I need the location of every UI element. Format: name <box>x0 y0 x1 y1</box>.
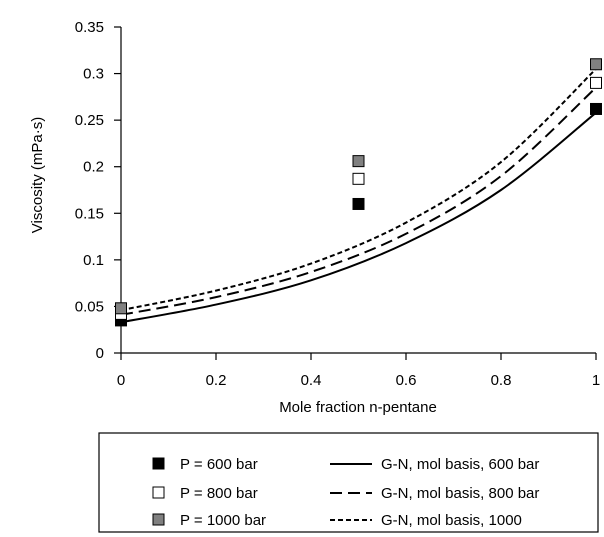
x-ticks: 0 0.2 0.4 0.6 0.8 1 <box>117 353 600 389</box>
data-point <box>352 172 365 185</box>
y-tick-label: 0.15 <box>75 205 104 222</box>
legend: P = 600 bar P = 800 bar P = 1000 bar G-N, m… <box>98 432 599 533</box>
series-line <box>120 111 597 324</box>
x-tick-label: 0.4 <box>301 372 322 389</box>
y-ticks: 0 0.05 0.1 0.15 0.2 0.25 0.3 0.35 <box>75 19 121 362</box>
legend-label: G-N, mol basis, 600 bar <box>381 456 539 473</box>
legend-label: P = 600 bar <box>180 456 258 473</box>
data-point <box>590 76 602 89</box>
y-tick-label: 0.3 <box>83 66 104 83</box>
legend-marker <box>152 513 165 526</box>
data-point <box>352 155 365 168</box>
y-tick-label: 0.35 <box>75 19 104 36</box>
x-tick-label: 0.6 <box>396 372 417 389</box>
legend-label: P = 800 bar <box>180 485 258 502</box>
legend-label: G-N, mol basis, 1000 <box>381 512 522 529</box>
plot-lines <box>120 68 597 324</box>
legend-marker <box>152 457 165 470</box>
x-tick-label: 0 <box>117 372 125 389</box>
legend-items: P = 600 bar P = 800 bar P = 1000 bar G-N, m… <box>152 456 539 529</box>
data-point <box>590 58 602 71</box>
data-point <box>115 302 127 315</box>
x-tick-label: 1 <box>592 372 600 389</box>
axes: 0 0.05 0.1 0.15 0.2 0.25 0.3 0.35 0 0.2 0.4 0.6 0.8… <box>29 19 600 416</box>
legend-label: G-N, mol basis, 800 bar <box>381 485 539 502</box>
y-tick-label: 0 <box>96 345 104 362</box>
y-tick-label: 0.05 <box>75 298 104 315</box>
legend-label: P = 1000 bar <box>180 512 266 529</box>
x-tick-label: 0.8 <box>491 372 512 389</box>
x-axis-title: Mole fraction n-pentane <box>279 399 437 416</box>
y-tick-label: 0.25 <box>75 112 104 129</box>
plot-markers <box>115 58 602 327</box>
y-axis-title: Viscosity (mPa·s) <box>29 117 46 233</box>
x-tick-label: 0.2 <box>206 372 227 389</box>
legend-box <box>98 432 599 533</box>
data-point <box>590 102 602 115</box>
y-tick-label: 0.1 <box>83 252 104 269</box>
series-line <box>120 68 597 312</box>
data-point <box>352 197 365 210</box>
legend-marker <box>152 486 165 499</box>
series-line <box>120 86 597 316</box>
y-tick-label: 0.2 <box>83 159 104 176</box>
